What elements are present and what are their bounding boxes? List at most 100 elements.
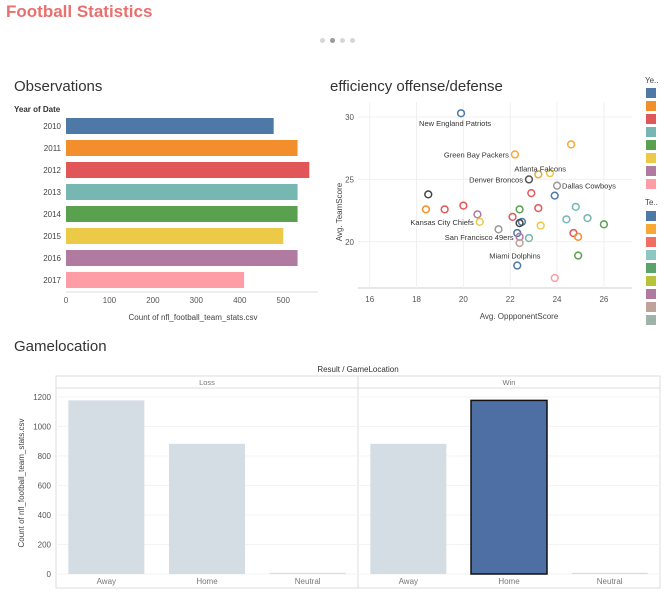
gamelocation-bar[interactable] (169, 443, 245, 574)
legend-team-swatch[interactable] (646, 276, 656, 286)
legend-year-swatch[interactable] (646, 101, 656, 111)
efficiency-point[interactable] (527, 188, 536, 198)
efficiency-point[interactable] (534, 170, 543, 179)
gamelocation-ytick-label: 1000 (33, 422, 51, 431)
legend-team-swatch[interactable] (646, 237, 656, 247)
efficiency-point[interactable] (424, 190, 433, 199)
observations-tick-label: 100 (103, 296, 117, 305)
efficiency-point[interactable] (494, 225, 503, 234)
efficiency-point[interactable] (515, 205, 524, 214)
gamelocation-bar[interactable] (269, 572, 346, 574)
efficiency-point[interactable] (583, 213, 592, 223)
efficiency-point[interactable] (473, 210, 482, 219)
efficiency-point[interactable] (456, 109, 466, 118)
gamelocation-category-label: Away (399, 577, 418, 586)
legend-team-swatch[interactable] (646, 250, 656, 260)
observations-bar[interactable] (66, 250, 298, 266)
gamelocation-bar[interactable] (571, 572, 648, 574)
efficiency-point[interactable] (515, 238, 524, 248)
efficiency-point[interactable] (459, 201, 468, 210)
efficiency-xtick-label: 26 (599, 295, 608, 304)
observations-year-label: 2016 (43, 254, 61, 263)
observations-tick-label: 500 (277, 296, 291, 305)
pager-dot-1[interactable] (320, 38, 325, 43)
gamelocation-bar[interactable] (370, 443, 447, 574)
efficiency-point[interactable] (440, 205, 449, 214)
efficiency-point[interactable] (571, 202, 580, 212)
efficiency-point[interactable] (524, 175, 534, 184)
efficiency-point[interactable] (475, 217, 484, 226)
gamelocation-ytick-label: 1200 (33, 393, 51, 402)
observations-bar[interactable] (66, 184, 298, 200)
observations-tick-label: 400 (233, 296, 247, 305)
observations-chart[interactable]: Year of Date 2010 2011 2012 2013 2014 2015 201… (0, 100, 320, 330)
efficiency-point[interactable] (545, 169, 555, 178)
efficiency-point[interactable] (536, 221, 545, 230)
efficiency-xtick-label: 22 (506, 295, 515, 304)
efficiency-point[interactable] (515, 218, 524, 228)
observations-year-label: 2010 (43, 122, 61, 131)
pager-dot-3[interactable] (340, 38, 345, 43)
dashboard-pager[interactable] (320, 38, 355, 43)
gamelocation-bar[interactable] (68, 400, 145, 574)
legend-year-swatch[interactable] (646, 179, 656, 189)
observations-bar[interactable] (66, 162, 310, 178)
legend-team-swatch[interactable] (646, 224, 656, 234)
observations-tick-label: 0 (64, 296, 69, 305)
efficiency-point[interactable] (510, 150, 520, 159)
efficiency-point[interactable] (562, 215, 571, 224)
efficiency-point[interactable] (573, 232, 583, 241)
gamelocation-category-label: Away (97, 577, 116, 586)
efficiency-point[interactable] (599, 220, 609, 229)
observations-bar[interactable] (66, 140, 298, 156)
gamelocation-bar[interactable] (470, 399, 548, 575)
efficiency-ytick-label: 25 (345, 175, 354, 184)
efficiency-point[interactable] (573, 251, 583, 260)
pager-dot-4[interactable] (350, 38, 355, 43)
gamelocation-chart[interactable]: Result / GameLocation 0 200 400 600 800 1000 1… (0, 358, 671, 598)
legend-team-swatch[interactable] (646, 211, 656, 221)
efficiency-xtick-label: 20 (459, 295, 468, 304)
observations-year-label: 2015 (43, 232, 61, 241)
legend-team-swatch[interactable] (646, 315, 656, 325)
efficiency-point[interactable] (421, 205, 431, 214)
legend-team-swatch[interactable] (646, 289, 656, 299)
efficiency-point-label: Kansas City Chiefs (410, 218, 474, 227)
legend-team-swatch[interactable] (646, 263, 656, 273)
legend-year-swatch[interactable] (646, 140, 656, 150)
legend-team-swatch[interactable] (646, 302, 656, 312)
gamelocation-category-label: Neutral (597, 577, 623, 586)
observations-bar[interactable] (66, 118, 274, 134)
efficiency-point[interactable] (508, 212, 517, 221)
observations-year-label: 2011 (44, 144, 62, 153)
efficiency-chart[interactable]: 16 18 20 22 24 26 20 25 30 New England Patriots G… (330, 100, 638, 330)
observations-year-label: 2012 (43, 166, 61, 175)
efficiency-point[interactable] (552, 181, 562, 190)
legend-year-swatch[interactable] (646, 88, 656, 98)
pager-dot-2[interactable] (330, 38, 335, 43)
gamelocation-header: Result / GameLocation (317, 365, 398, 374)
efficiency-point-label: Miami Dolphins (489, 252, 541, 261)
efficiency-point[interactable] (534, 203, 543, 213)
legend-year-swatch[interactable] (646, 127, 656, 137)
efficiency-point[interactable] (566, 140, 576, 149)
efficiency-ylabel: Avg. TeamScore (335, 182, 344, 241)
efficiency-point-label: Dallas Cowboys (562, 182, 616, 191)
efficiency-ytick-label: 30 (345, 113, 354, 122)
efficiency-point-label: Green Bay Packers (444, 150, 509, 159)
observations-bar[interactable] (66, 228, 284, 244)
efficiency-title: efficiency offense/defense (330, 78, 503, 95)
observations-bar[interactable] (66, 206, 298, 222)
legend-team-header: Te.. (645, 198, 658, 207)
legend-year-swatch[interactable] (646, 153, 656, 163)
efficiency-point[interactable] (524, 233, 534, 243)
efficiency-point[interactable] (550, 273, 559, 283)
observations-tick-label: 300 (190, 296, 204, 305)
efficiency-point[interactable] (513, 261, 522, 270)
legend-year-swatch[interactable] (646, 114, 656, 124)
legend-year-swatch[interactable] (646, 166, 656, 176)
observations-bar[interactable] (66, 272, 245, 288)
efficiency-point[interactable] (550, 191, 559, 200)
gamelocation-ytick-label: 600 (38, 481, 52, 490)
observations-row-header: Year of Date (14, 105, 61, 114)
